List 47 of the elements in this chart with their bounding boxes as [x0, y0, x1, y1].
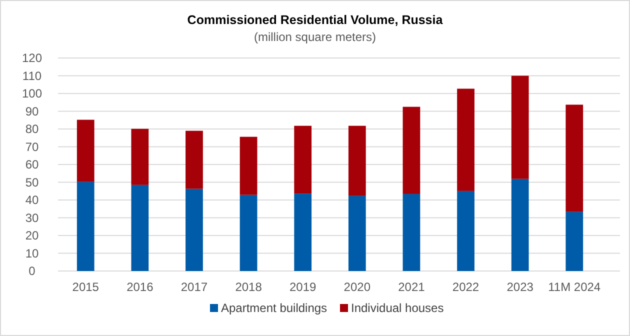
bar: [511, 76, 529, 179]
y-tick-label: 100: [22, 86, 42, 101]
y-tick-label: 30: [25, 210, 39, 225]
y-tick-label: 10: [25, 246, 39, 260]
x-tick-label: 2021: [398, 280, 426, 294]
x-tick-label: 2023: [506, 280, 534, 294]
bar: [76, 120, 94, 182]
bar: [294, 194, 312, 271]
y-tick-label: 0: [28, 264, 36, 278]
bar: [457, 88, 474, 191]
y-tick-label: 40: [25, 193, 39, 208]
bar: [76, 182, 94, 271]
bar: [186, 130, 203, 189]
legend-label: Individual houses: [351, 301, 444, 315]
bar: [348, 126, 366, 196]
x-tick-label: 2015: [72, 280, 100, 294]
bar: [566, 212, 584, 271]
y-tick-label: 110: [22, 68, 42, 83]
bar: [131, 128, 149, 185]
bar: [294, 126, 312, 194]
bar: [240, 194, 258, 271]
y-tick-label: 60: [25, 158, 39, 172]
bar: [511, 178, 529, 271]
bar: [402, 106, 420, 194]
x-tick-label: 2022: [452, 280, 480, 294]
y-tick-label: 50: [25, 175, 39, 190]
chart-subtitle: (million square meters): [254, 30, 376, 44]
y-tick-label: 20: [25, 228, 39, 243]
x-tick-label: 2018: [235, 280, 262, 294]
y-tick-label: 90: [25, 104, 39, 118]
bar: [186, 188, 203, 271]
x-tick-label: 2017: [180, 280, 208, 294]
x-tick-label: 2019: [289, 280, 317, 294]
y-tick-label: 70: [25, 140, 39, 154]
y-tick-label: 80: [25, 122, 39, 136]
chart-title: Commissioned Residential Volume, Russia: [187, 13, 444, 27]
bar: [457, 190, 474, 271]
y-tick-label: 120: [22, 51, 42, 66]
legend-label: Apartment buildings: [221, 301, 328, 315]
bar: [348, 196, 366, 271]
x-tick-label: 2020: [344, 280, 371, 294]
x-tick-label: 11M 2024: [548, 280, 601, 294]
bar: [566, 104, 584, 212]
bar: [402, 194, 420, 271]
x-tick-label: 2016: [126, 280, 154, 294]
bar: [131, 184, 149, 271]
bar: [240, 136, 258, 195]
